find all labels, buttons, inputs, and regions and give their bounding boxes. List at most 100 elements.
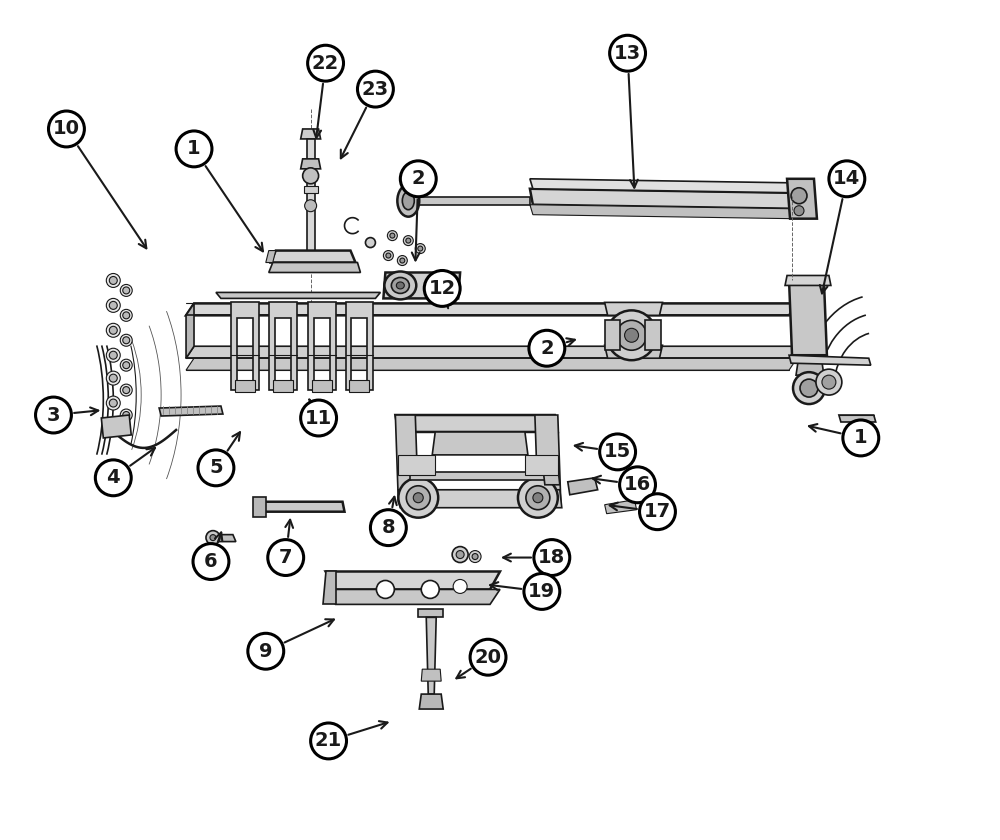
Text: 1: 1	[187, 139, 201, 159]
Circle shape	[526, 486, 550, 510]
Circle shape	[106, 349, 120, 362]
Polygon shape	[231, 302, 259, 390]
Circle shape	[109, 374, 117, 382]
Circle shape	[210, 534, 216, 541]
Polygon shape	[269, 263, 360, 272]
Circle shape	[456, 550, 464, 559]
Circle shape	[472, 554, 478, 559]
Circle shape	[120, 334, 132, 346]
Circle shape	[794, 206, 804, 216]
Polygon shape	[400, 197, 530, 205]
Circle shape	[793, 372, 825, 404]
Text: 2: 2	[411, 170, 425, 188]
Circle shape	[109, 424, 117, 432]
Polygon shape	[253, 496, 266, 517]
Polygon shape	[301, 159, 321, 169]
Circle shape	[610, 35, 646, 71]
Circle shape	[470, 639, 506, 675]
Polygon shape	[525, 455, 558, 475]
Circle shape	[390, 234, 395, 238]
Circle shape	[109, 302, 117, 309]
Circle shape	[398, 478, 438, 517]
Text: 20: 20	[475, 648, 502, 667]
Text: 12: 12	[429, 279, 456, 298]
Circle shape	[421, 580, 439, 598]
Polygon shape	[213, 534, 236, 542]
Circle shape	[400, 258, 405, 263]
Polygon shape	[530, 189, 792, 208]
Circle shape	[357, 71, 393, 107]
Polygon shape	[304, 186, 318, 192]
Polygon shape	[785, 276, 831, 286]
Polygon shape	[186, 303, 194, 358]
Circle shape	[206, 531, 220, 544]
Polygon shape	[301, 129, 321, 139]
Text: 19: 19	[528, 582, 555, 601]
Circle shape	[106, 396, 120, 410]
Circle shape	[123, 287, 130, 294]
Polygon shape	[645, 320, 661, 350]
Text: 14: 14	[833, 170, 860, 188]
Polygon shape	[259, 501, 345, 512]
Polygon shape	[398, 455, 435, 475]
Circle shape	[106, 323, 120, 338]
Text: 5: 5	[209, 459, 223, 477]
Circle shape	[600, 434, 636, 470]
Polygon shape	[101, 415, 131, 438]
Circle shape	[109, 399, 117, 407]
Circle shape	[305, 200, 317, 212]
Polygon shape	[269, 302, 297, 390]
Polygon shape	[796, 355, 824, 375]
Circle shape	[370, 510, 406, 546]
Polygon shape	[530, 205, 792, 218]
Polygon shape	[326, 590, 500, 605]
Circle shape	[640, 494, 675, 530]
Circle shape	[109, 351, 117, 360]
Text: 21: 21	[315, 732, 342, 750]
Circle shape	[120, 285, 132, 297]
Circle shape	[106, 371, 120, 385]
Circle shape	[617, 320, 647, 350]
Circle shape	[424, 270, 460, 307]
Polygon shape	[383, 272, 460, 298]
Polygon shape	[789, 281, 827, 355]
Circle shape	[193, 543, 229, 580]
Circle shape	[383, 250, 393, 260]
Circle shape	[120, 309, 132, 322]
Circle shape	[829, 160, 865, 197]
Circle shape	[418, 246, 423, 251]
Text: 9: 9	[259, 642, 273, 661]
Circle shape	[106, 274, 120, 287]
Circle shape	[123, 312, 130, 319]
Text: 18: 18	[538, 548, 565, 567]
Polygon shape	[398, 490, 562, 507]
Text: 2: 2	[540, 339, 554, 358]
Circle shape	[524, 574, 560, 609]
Polygon shape	[312, 381, 332, 392]
Polygon shape	[543, 467, 560, 485]
Polygon shape	[235, 381, 255, 392]
Circle shape	[533, 493, 543, 502]
Text: 3: 3	[47, 406, 60, 424]
Polygon shape	[266, 250, 276, 263]
Text: 4: 4	[106, 469, 120, 487]
Circle shape	[816, 369, 842, 395]
Polygon shape	[308, 302, 336, 390]
Text: 10: 10	[53, 119, 80, 139]
Polygon shape	[787, 179, 817, 218]
Polygon shape	[605, 500, 637, 514]
Ellipse shape	[396, 282, 404, 289]
Circle shape	[518, 478, 558, 517]
Polygon shape	[568, 478, 598, 495]
Circle shape	[406, 238, 411, 243]
Circle shape	[123, 362, 130, 369]
Text: 17: 17	[644, 502, 671, 521]
Circle shape	[469, 550, 481, 563]
Circle shape	[415, 244, 425, 254]
Circle shape	[625, 328, 639, 342]
Circle shape	[452, 547, 468, 563]
Circle shape	[413, 493, 423, 502]
Text: 22: 22	[312, 54, 339, 73]
Ellipse shape	[384, 271, 416, 299]
Circle shape	[123, 412, 130, 418]
